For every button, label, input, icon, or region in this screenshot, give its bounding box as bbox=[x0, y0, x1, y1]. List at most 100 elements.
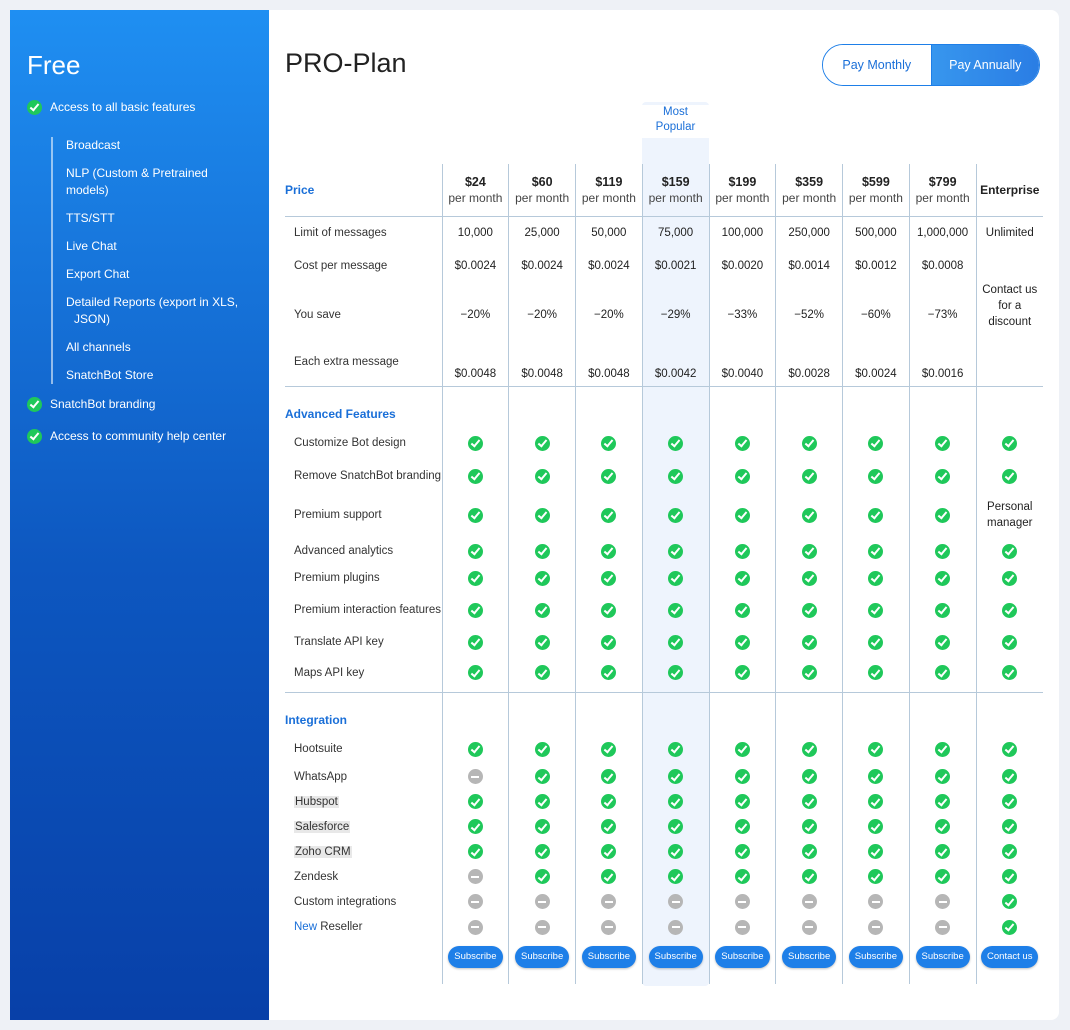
minus-circle-icon bbox=[801, 919, 817, 935]
feature-label-text: Advanced analytics bbox=[294, 545, 394, 557]
table-cell: 250,000 bbox=[775, 215, 843, 250]
free-feature-sublist: Broadcast NLP (Custom & Pretrained model… bbox=[51, 137, 251, 384]
feature-cell bbox=[775, 789, 843, 814]
pay-annually-button[interactable]: Pay Annually bbox=[930, 45, 1039, 85]
check-circle-icon bbox=[935, 819, 951, 834]
check-circle-icon bbox=[534, 543, 550, 559]
feature-label: Advanced analytics bbox=[285, 536, 442, 566]
feature-cell bbox=[842, 630, 910, 654]
minus-circle-icon bbox=[467, 894, 483, 909]
check-circle-icon bbox=[534, 602, 550, 618]
new-tag: New bbox=[294, 921, 318, 933]
check-circle-icon bbox=[1002, 543, 1018, 559]
contact-us-button[interactable]: Contact us bbox=[981, 946, 1039, 968]
feature-cell bbox=[441, 630, 509, 654]
feature-label: Hootsuite bbox=[285, 734, 442, 764]
check-circle-icon bbox=[668, 634, 684, 650]
check-circle-icon bbox=[601, 819, 617, 834]
feature-label: Premium support bbox=[285, 494, 442, 536]
feature-cell bbox=[708, 590, 776, 630]
minus-circle-icon bbox=[868, 919, 884, 935]
subscribe-button[interactable]: Subscribe bbox=[782, 946, 837, 968]
feature-cell bbox=[508, 734, 576, 764]
subscribe-button[interactable]: Subscribe bbox=[515, 946, 570, 968]
minus-circle-icon bbox=[668, 894, 684, 909]
minus-circle-icon bbox=[467, 869, 483, 884]
table-cell bbox=[908, 385, 976, 428]
feature-row: Hootsuite bbox=[285, 734, 1043, 764]
check-circle-icon bbox=[734, 869, 750, 884]
subscribe-button[interactable]: Subscribe bbox=[581, 946, 636, 968]
check-circle-icon bbox=[801, 634, 817, 650]
minus-circle-icon bbox=[467, 919, 483, 935]
feature-cell bbox=[508, 630, 576, 654]
feature-cell bbox=[708, 566, 776, 590]
minus-circle-icon bbox=[734, 919, 750, 935]
check-circle-icon bbox=[1002, 602, 1018, 618]
feature-cell bbox=[708, 630, 776, 654]
check-circle-icon bbox=[601, 435, 617, 451]
feature-label: Maps API key bbox=[285, 654, 442, 692]
check-circle-icon bbox=[734, 794, 750, 809]
check-circle-icon bbox=[668, 794, 684, 809]
feature-cell bbox=[975, 654, 1043, 692]
feature-cell bbox=[441, 654, 509, 692]
table-cell bbox=[641, 385, 709, 428]
feature-cell bbox=[641, 814, 709, 839]
feature-label-text: Maps API key bbox=[294, 666, 365, 679]
feature-label-text: Reseller bbox=[320, 921, 363, 933]
plan-period: per month bbox=[848, 190, 903, 205]
feature-cell bbox=[441, 536, 509, 566]
pay-monthly-button[interactable]: Pay Monthly bbox=[823, 45, 931, 85]
feature-label: New Reseller bbox=[285, 914, 442, 940]
feature-cell bbox=[908, 654, 976, 692]
feature-cell bbox=[975, 734, 1043, 764]
free-sub-item: NLP (Custom & Pretrained models) bbox=[66, 166, 208, 197]
subscribe-button[interactable]: Subscribe bbox=[715, 946, 770, 968]
check-circle-icon bbox=[534, 435, 550, 451]
feature-cell bbox=[775, 864, 843, 889]
feature-cell bbox=[842, 914, 910, 940]
feature-row: Translate API key bbox=[285, 630, 1043, 654]
check-circle-icon bbox=[668, 602, 684, 618]
feature-cell bbox=[575, 654, 643, 692]
subscribe-button[interactable]: Subscribe bbox=[915, 946, 970, 968]
row-label: You save bbox=[294, 309, 341, 321]
feature-cell bbox=[575, 864, 643, 889]
feature-cell bbox=[575, 889, 643, 914]
feature-cell bbox=[441, 789, 509, 814]
feature-label: Premium plugins bbox=[285, 566, 442, 590]
check-circle-icon bbox=[1002, 894, 1018, 909]
free-sub-item: Live Chat bbox=[66, 239, 117, 253]
feature-cell bbox=[441, 494, 509, 536]
table-cell: −60% bbox=[842, 282, 910, 348]
check-circle-icon bbox=[27, 428, 42, 444]
check-circle-icon bbox=[1002, 634, 1018, 650]
plan-period: per month bbox=[648, 190, 703, 205]
check-circle-icon bbox=[868, 769, 884, 784]
check-circle-icon bbox=[734, 634, 750, 650]
feature-cell bbox=[575, 764, 643, 789]
subscribe-button[interactable]: Subscribe bbox=[848, 946, 903, 968]
feature-cell bbox=[508, 864, 576, 889]
feature-cell bbox=[641, 839, 709, 864]
check-circle-icon bbox=[668, 435, 684, 451]
table-row: You save −20% −20% −20% −29% −33% −52% −60% −73% bbox=[285, 282, 1043, 348]
table-cell: −52% bbox=[775, 282, 843, 348]
feature-label: Remove SnatchBot branding bbox=[285, 458, 442, 494]
feature-cell bbox=[908, 914, 976, 940]
feature-cell bbox=[842, 566, 910, 590]
check-circle-icon bbox=[935, 634, 951, 650]
check-circle-icon bbox=[868, 507, 884, 523]
check-circle-icon bbox=[734, 769, 750, 784]
check-circle-icon bbox=[668, 468, 684, 484]
subscribe-button[interactable]: Subscribe bbox=[648, 946, 703, 968]
subscribe-cell: Subscribe bbox=[575, 940, 643, 984]
feature-cell bbox=[775, 814, 843, 839]
feature-cell bbox=[575, 590, 643, 630]
most-popular-line: Most bbox=[663, 106, 688, 118]
feature-label-text: Zendesk bbox=[294, 870, 339, 883]
free-plan-panel: Free Access to all basic features Broadc… bbox=[10, 10, 269, 1020]
section-title: Advanced Features bbox=[285, 385, 442, 428]
subscribe-button[interactable]: Subscribe bbox=[448, 946, 503, 968]
